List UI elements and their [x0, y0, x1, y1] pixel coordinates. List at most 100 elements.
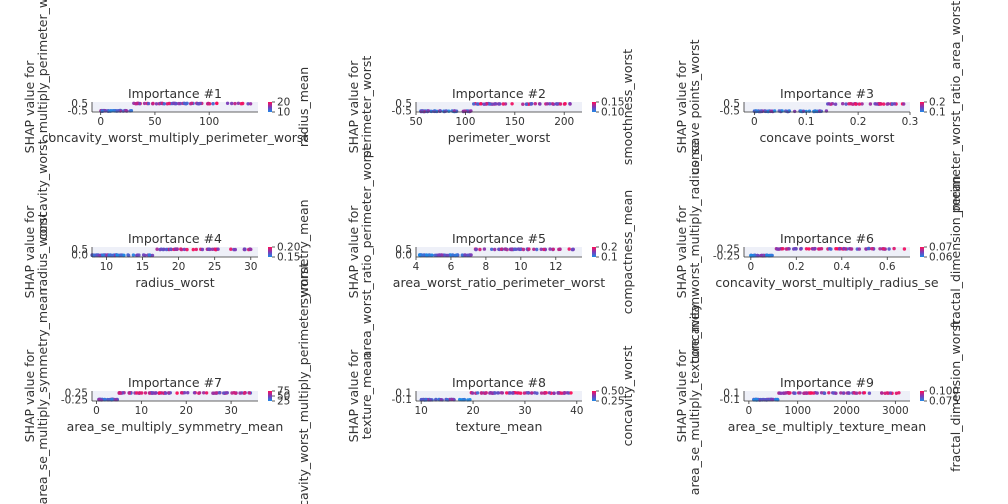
data-point	[103, 398, 107, 402]
data-point	[560, 391, 564, 395]
chart-panel-5: 4 6 8 10 12 0.00.5 Importance #5 area_worst_rat…	[346, 146, 635, 358]
data-point	[490, 102, 494, 106]
y-axis-label-text: SHAP value forconcavity_worst_multiply_r…	[674, 140, 702, 363]
y-axis-label-line: perimeter_worst	[359, 56, 374, 159]
data-point	[878, 247, 882, 251]
data-point	[185, 247, 189, 252]
colorbar	[268, 391, 272, 401]
y-tick-label: -0.5	[68, 106, 89, 118]
data-point	[246, 102, 250, 106]
y-axis-label: SHAP value forperimeter_worst	[346, 56, 374, 159]
data-point	[493, 102, 497, 106]
data-point	[868, 102, 873, 106]
colorbar	[920, 391, 924, 401]
chart-panel-4: 10 15 20 25 30 0.00.5 Importance #4 radius_wors…	[22, 199, 311, 304]
data-point	[186, 391, 190, 395]
colorbar-label: symmetry_mean	[296, 199, 311, 304]
data-point	[556, 391, 560, 395]
x-tick-label: 30	[224, 405, 237, 417]
colorbar-tick-label: 0.100	[929, 386, 959, 398]
chart-panel-1: 0 50 100 -0.50.5 Importance #1 concavity_wors…	[22, 0, 311, 240]
data-point	[171, 101, 176, 106]
y-tick-label: 0.25	[717, 243, 740, 255]
data-point	[503, 247, 507, 251]
data-point	[834, 391, 838, 395]
y-axis-label-text: SHAP value forarea_se_multiply_texture_m…	[674, 297, 702, 495]
data-point	[419, 397, 424, 402]
data-point	[230, 101, 234, 106]
data-point	[892, 102, 897, 106]
data-point	[470, 391, 475, 395]
data-point	[488, 391, 492, 395]
colorbar-tick-label: 0.15	[601, 97, 624, 109]
data-point	[846, 391, 851, 395]
colorbar-tick-label: 0.1	[601, 252, 618, 264]
x-tick-label: 10	[135, 405, 148, 417]
data-point	[124, 109, 128, 113]
data-point	[798, 391, 802, 395]
colorbar-tick-label: 10	[277, 107, 290, 119]
data-point	[902, 102, 906, 106]
data-point	[837, 247, 842, 251]
chart-panel-6: 0 0.2 0.4 0.6 -0.250.25 Importance #6 concavit…	[674, 140, 963, 363]
colorbar-label-text: fractal_dimension_worst	[948, 320, 963, 472]
data-point	[841, 391, 846, 395]
data-point	[206, 247, 211, 251]
y-tick-label: -0.25	[61, 394, 88, 406]
data-point	[154, 102, 159, 106]
data-point	[184, 102, 188, 106]
x-tick-label: 12	[549, 261, 562, 273]
colorbar-label: radius_mean	[296, 67, 311, 147]
data-point	[137, 253, 141, 257]
data-point	[485, 102, 489, 106]
data-point	[842, 246, 846, 251]
data-point	[854, 391, 859, 395]
colorbar-label: perimeter_worst_ratio_area_worst	[948, 1, 963, 213]
data-point	[839, 391, 843, 395]
data-point	[236, 101, 241, 106]
x-tick-label: 3000	[882, 405, 909, 417]
data-point	[135, 101, 139, 106]
plot-area	[92, 247, 258, 257]
colorbar-label-text: fractal_dimension_mean	[948, 176, 963, 329]
x-tick-label: 50	[409, 116, 422, 128]
data-point	[200, 247, 205, 252]
x-axis-label: area_worst_ratio_perimeter_worst	[393, 275, 605, 290]
data-point	[873, 102, 877, 106]
data-point	[474, 247, 478, 252]
data-point	[539, 391, 544, 395]
x-tick-label: 30	[244, 261, 257, 273]
data-point	[142, 101, 147, 106]
data-point	[552, 391, 556, 395]
colorbar-tick-label: 25	[277, 396, 290, 408]
colorbar-label-text: perimeter_worst_ratio_area_worst	[948, 1, 963, 213]
data-point	[567, 247, 571, 251]
data-point	[211, 102, 215, 106]
data-point	[475, 391, 480, 395]
data-point	[866, 246, 871, 251]
x-axis-label: concavity_worst_multiply_radius_se	[715, 275, 938, 290]
data-point	[499, 247, 504, 251]
colorbar-tick-label: 50	[277, 391, 290, 403]
colorbar-label-text: radius_mean	[296, 67, 311, 147]
data-point	[526, 391, 530, 395]
x-tick-label: 20	[466, 405, 479, 417]
x-tick-label: 6	[448, 261, 455, 273]
data-point	[424, 398, 428, 402]
y-tick-label: -0.1	[720, 394, 741, 406]
data-point	[538, 102, 542, 106]
x-tick-label: 20	[172, 261, 185, 273]
data-point	[571, 247, 575, 251]
colorbar	[592, 391, 596, 401]
data-point	[479, 102, 483, 106]
y-tick-label: 0.0	[395, 250, 412, 262]
data-point	[493, 247, 497, 252]
y-axis-label: SHAP value forconcave points_worst	[674, 39, 702, 174]
data-point	[507, 391, 511, 395]
x-tick-label: 8	[483, 261, 490, 273]
x-tick-label: 10	[514, 261, 527, 273]
plot-area	[92, 391, 258, 401]
data-point	[472, 102, 476, 106]
data-point	[886, 102, 890, 106]
